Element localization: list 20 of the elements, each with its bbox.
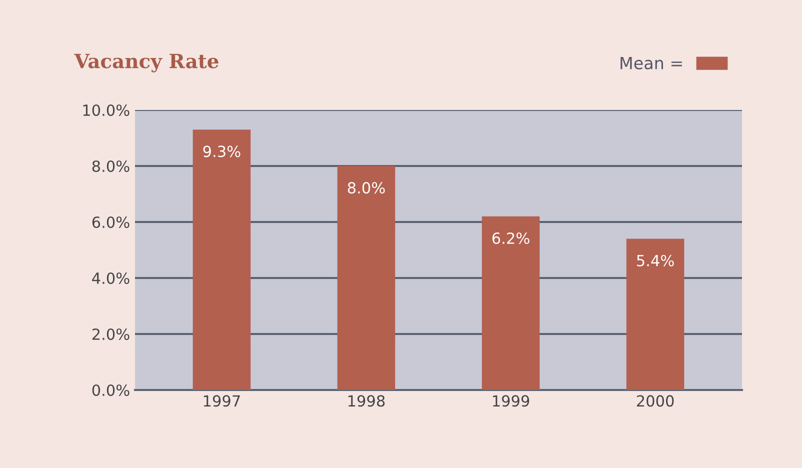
data-label: 6.2% [492,232,530,244]
data-label: 9.3% [203,146,240,158]
y-tick-label: 10.0% [83,104,130,116]
legend-label: Mean = [620,56,682,70]
y-tick-label: 8.0% [92,160,130,172]
data-label: 8.0% [348,182,385,194]
data-label: 5.4% [637,254,674,266]
y-tick-label: 0.0% [92,384,130,396]
x-tick-label: 2000 [636,395,674,407]
y-tick-label: 6.0% [92,216,130,228]
chart-title: Vacancy Rate [74,54,218,72]
bar [337,166,396,390]
bar [192,130,251,390]
x-tick-label: 1999 [493,395,530,407]
x-tick-label: 1997 [204,395,240,407]
bar [482,216,540,390]
y-tick-label: 4.0% [92,272,130,284]
bar [626,238,684,390]
x-tick-label: 1998 [348,395,385,407]
y-tick-label: 2.0% [92,328,130,340]
